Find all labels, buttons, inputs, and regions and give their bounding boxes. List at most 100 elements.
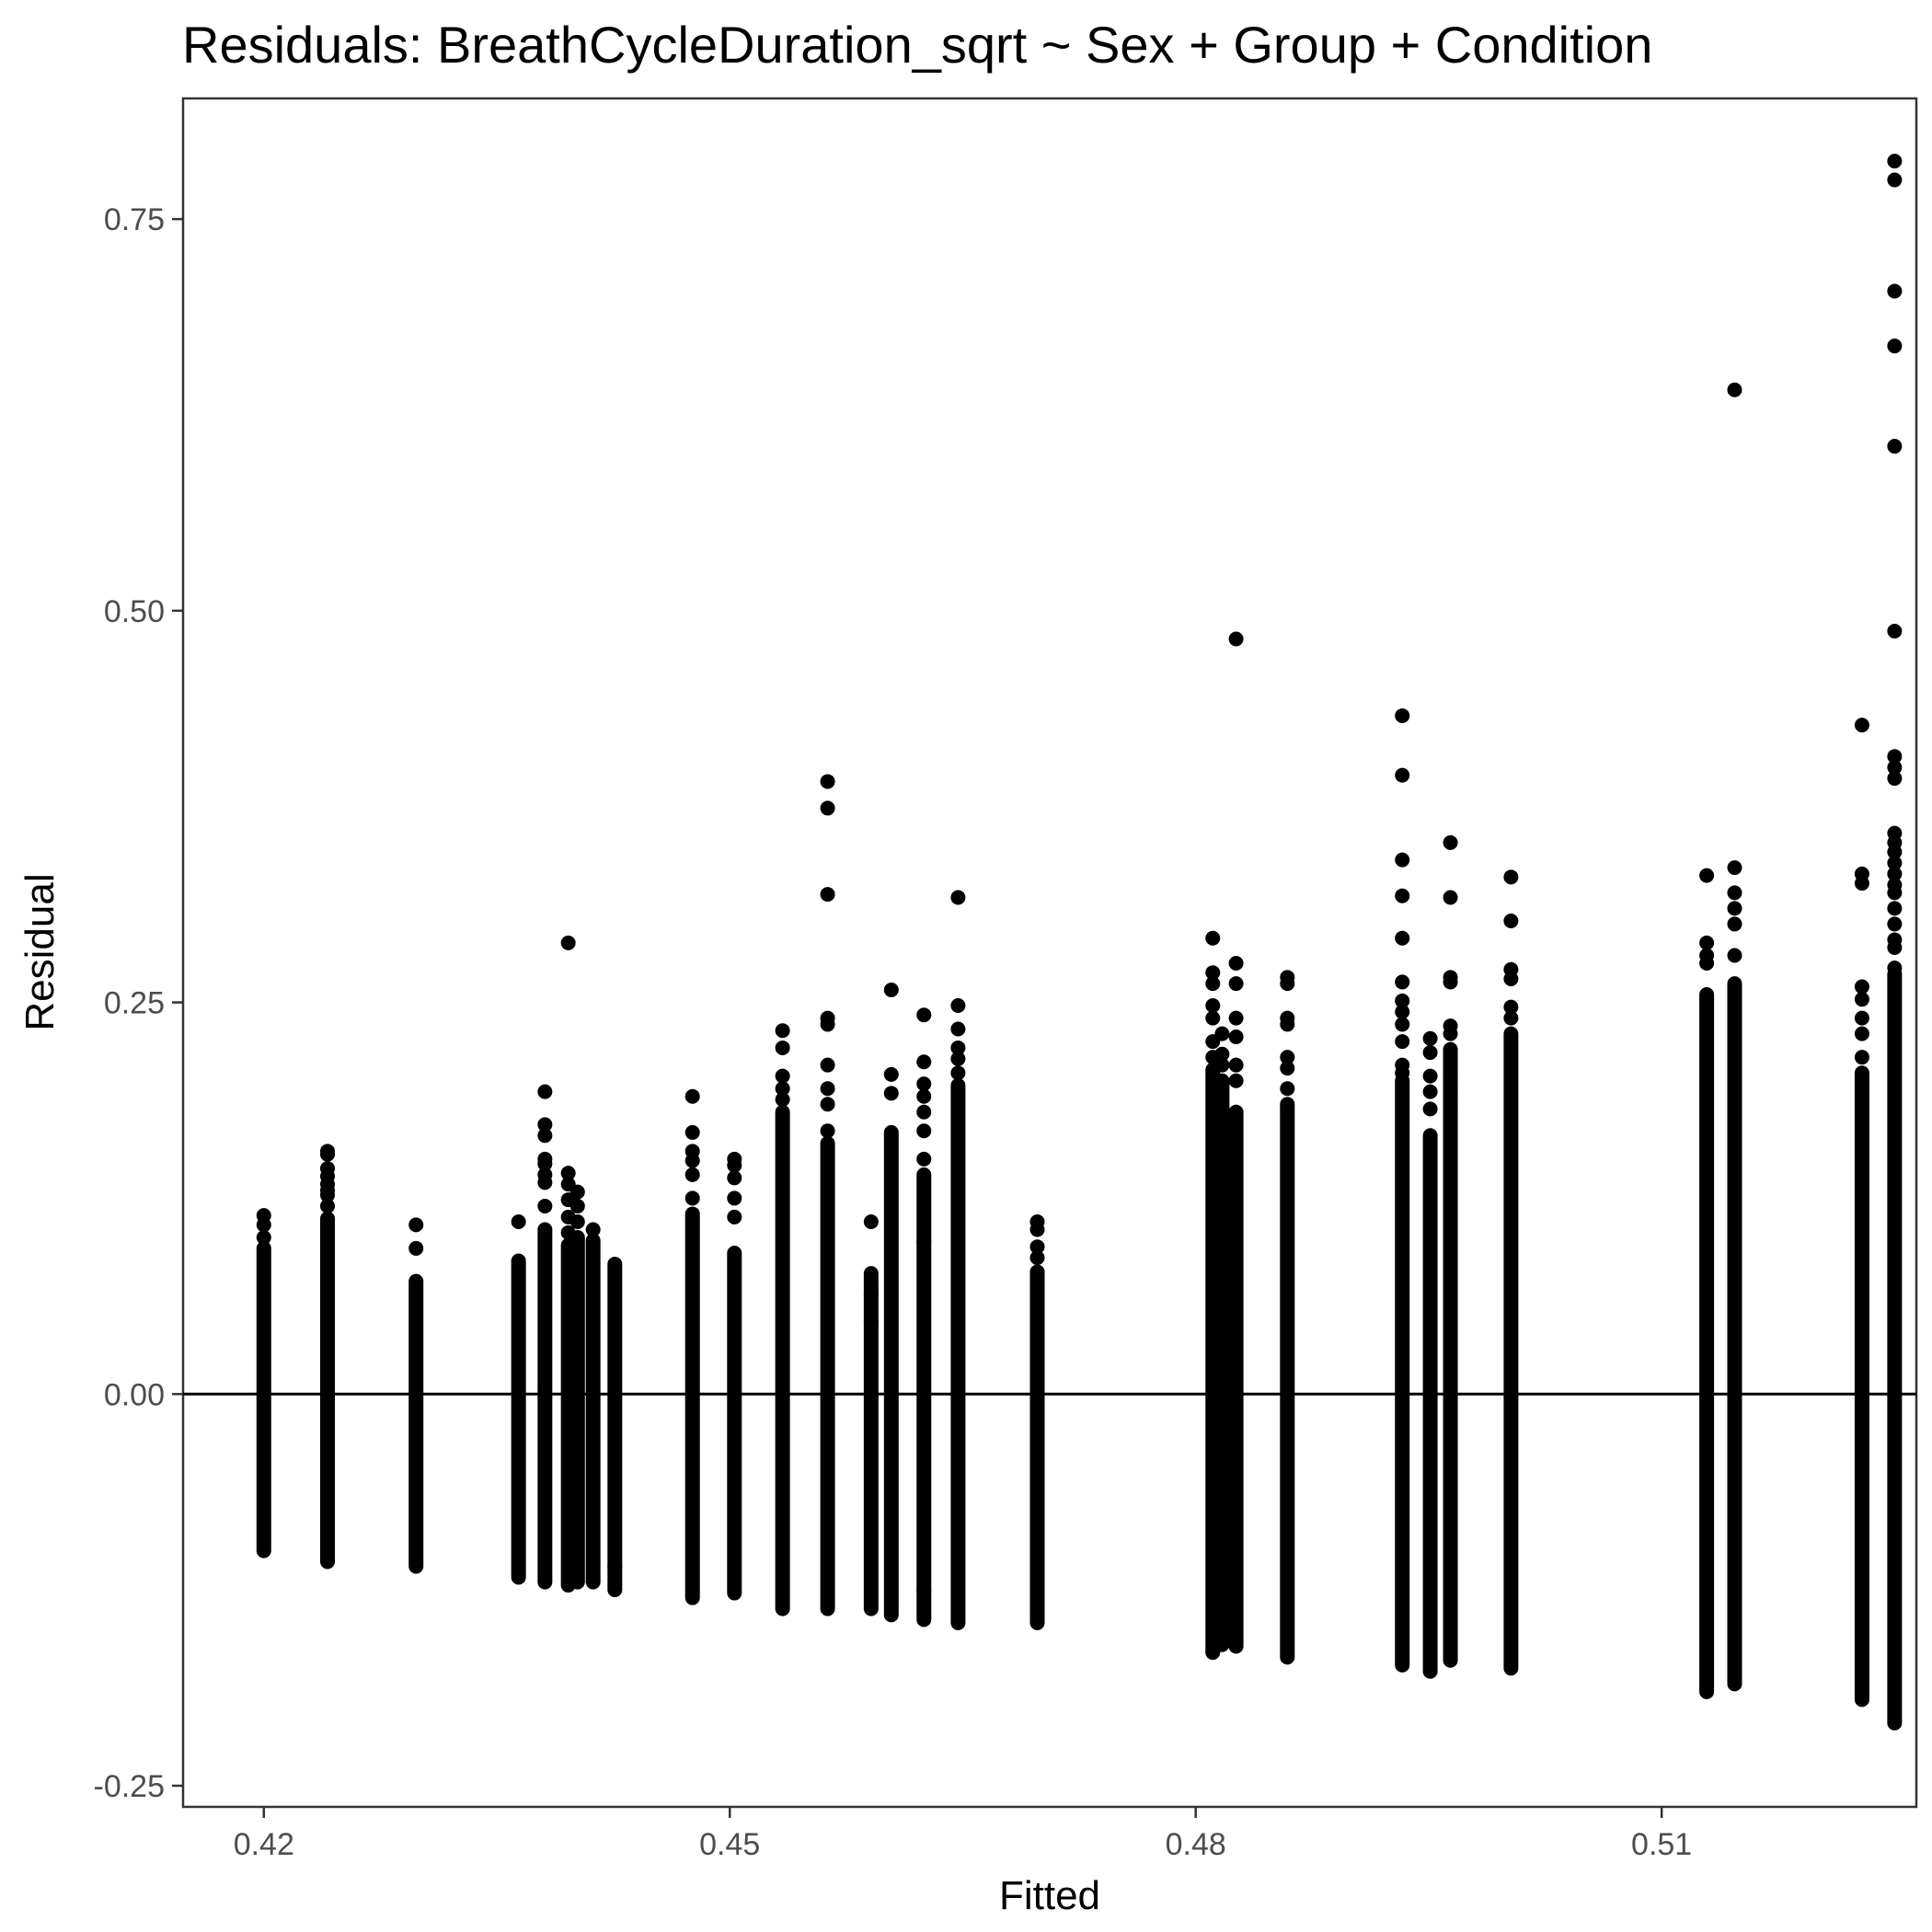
- data-point: [1422, 1101, 1438, 1117]
- data-point: [1887, 866, 1903, 881]
- data-point: [863, 1288, 879, 1304]
- data-point: [863, 1313, 879, 1328]
- data-point: [1029, 1605, 1045, 1621]
- data-point: [607, 1558, 623, 1574]
- data-point: [1214, 1046, 1230, 1062]
- data-point: [1854, 992, 1869, 1007]
- data-point: [1205, 965, 1221, 981]
- data-point: [1422, 1068, 1438, 1084]
- data-point: [1205, 997, 1221, 1013]
- data-point: [1503, 869, 1519, 885]
- data-point: [1727, 885, 1742, 901]
- fitted-value-column: [1727, 382, 1742, 1692]
- y-axis: -0.25 0.00 0.25 0.50 0.75: [94, 202, 183, 1804]
- data-point: [950, 1040, 966, 1055]
- data-point: [684, 1144, 700, 1159]
- fitted-value-column: [1228, 631, 1244, 1654]
- data-point: [1443, 890, 1458, 905]
- data-point: [1280, 1010, 1295, 1026]
- fitted-value-column: [883, 982, 899, 1623]
- data-point: [1854, 1050, 1869, 1065]
- data-point: [1280, 1081, 1295, 1097]
- data-point: [916, 1076, 932, 1092]
- data-point: [727, 1209, 742, 1225]
- data-point: [1395, 993, 1410, 1008]
- data-point: [1228, 976, 1244, 992]
- data-point: [1228, 1010, 1244, 1026]
- data-point: [537, 1198, 553, 1213]
- data-point: [775, 1068, 790, 1084]
- data-point: [537, 1167, 553, 1182]
- x-tick-label: 0.42: [234, 1827, 294, 1862]
- x-axis-title: Fitted: [999, 1873, 1100, 1918]
- fitted-value-column: [1503, 869, 1519, 1676]
- data-point: [775, 1040, 790, 1055]
- data-point: [727, 1170, 742, 1186]
- data-point: [1029, 1592, 1045, 1607]
- fitted-value-column: [1854, 718, 1869, 1708]
- data-point: [684, 1124, 700, 1140]
- data-point: [320, 1161, 335, 1177]
- data-point: [1422, 1030, 1438, 1046]
- data-point: [775, 1092, 790, 1108]
- data-point: [1029, 1576, 1045, 1592]
- data-point: [1228, 1029, 1244, 1045]
- fitted-value-column: [1205, 930, 1221, 1661]
- data-point: [820, 1097, 835, 1112]
- data-point: [256, 1230, 271, 1245]
- data-point: [537, 1084, 553, 1099]
- data-point: [684, 1167, 700, 1182]
- data-point: [1029, 1213, 1045, 1229]
- data-point: [1443, 834, 1458, 850]
- fitted-value-column: [820, 774, 835, 1616]
- data-point: [1214, 1026, 1230, 1041]
- data-point: [1503, 999, 1519, 1015]
- fitted-value-column: [537, 1084, 553, 1590]
- data-point: [1395, 888, 1410, 903]
- data-point: [727, 1190, 742, 1206]
- data-point: [1443, 970, 1458, 985]
- data-point: [256, 1208, 271, 1224]
- fitted-value-column: [863, 1213, 879, 1616]
- data-point: [1503, 961, 1519, 977]
- fitted-value-column: [950, 890, 966, 1630]
- data-point: [883, 1066, 899, 1082]
- data-point: [1395, 1057, 1410, 1073]
- data-point: [1395, 767, 1410, 783]
- data-point: [1395, 707, 1410, 723]
- y-tick-label: 0.50: [104, 594, 165, 629]
- data-point: [684, 1190, 700, 1206]
- data-point: [1699, 868, 1715, 883]
- data-point: [569, 1184, 585, 1200]
- data-point: [916, 1054, 932, 1070]
- data-point: [1887, 623, 1903, 638]
- data-point: [569, 1213, 585, 1229]
- y-tick-label: -0.25: [94, 1769, 166, 1804]
- fitted-value-column: [560, 935, 576, 1593]
- data-point: [1887, 877, 1903, 892]
- data-point: [820, 1081, 835, 1097]
- fitted-value-column: [916, 1007, 932, 1627]
- x-tick-label: 0.45: [699, 1827, 760, 1862]
- y-tick-label: 0.00: [104, 1377, 165, 1412]
- data-point: [684, 1088, 700, 1104]
- data-point: [1887, 932, 1903, 948]
- data-point: [1887, 856, 1903, 871]
- data-point: [863, 1213, 879, 1229]
- data-point: [1228, 1073, 1244, 1088]
- data-point: [537, 1151, 553, 1167]
- y-tick-label: 0.25: [104, 986, 165, 1021]
- data-point: [820, 887, 835, 903]
- fitted-value-column: [256, 1208, 271, 1558]
- fitted-value-column: [775, 1023, 790, 1616]
- data-point: [950, 1065, 966, 1081]
- data-point: [560, 935, 576, 950]
- fitted-value-column: [607, 1256, 623, 1598]
- data-point: [820, 774, 835, 789]
- fitted-value-column: [1887, 154, 1903, 1731]
- data-point: [1029, 1239, 1045, 1255]
- data-point: [1887, 439, 1903, 454]
- data-point: [1443, 1097, 1458, 1112]
- data-point: [1887, 283, 1903, 299]
- data-point: [1887, 901, 1903, 916]
